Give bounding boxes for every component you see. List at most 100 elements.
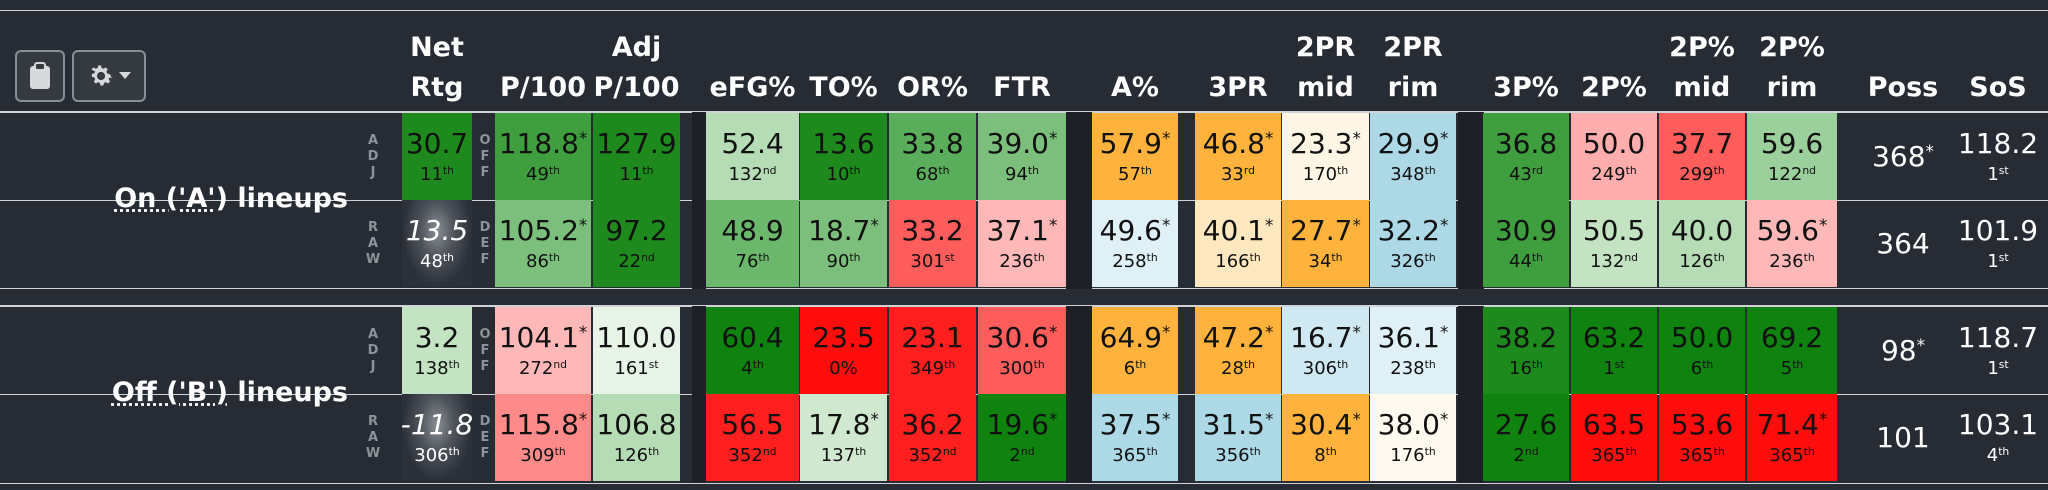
chevron-down-icon (119, 72, 131, 79)
column-header-a[interactable]: A% (1092, 18, 1178, 108)
stat-value: 37.1* (986, 213, 1058, 247)
stat-cell: 48.9 76th (706, 200, 799, 287)
stat-value: 27.7* (1290, 213, 1361, 247)
stat-cell: 23.5 0% (800, 307, 887, 394)
stat-rank: 76th (735, 250, 770, 272)
stat-rank: 236th (1769, 250, 1815, 272)
settings-dropdown-button[interactable] (72, 50, 146, 102)
stat-rank: 161st (614, 357, 659, 379)
gear-icon (91, 65, 112, 86)
sos-value: 118.2 (1957, 126, 2039, 160)
row-group-label-suffix: lineups (227, 183, 348, 214)
stat-rank: 90th (826, 250, 861, 272)
stat-cell: 69.2 5th (1747, 307, 1837, 394)
column-header-line: Rtg (410, 72, 464, 103)
stat-cell: 50.0 6th (1659, 307, 1745, 394)
column-header-line: SoS (1969, 72, 2027, 103)
stat-rank: 6th (1123, 357, 1147, 379)
stat-cell: 97.2 22nd (593, 200, 680, 287)
column-header-to[interactable]: TO% (800, 18, 887, 108)
net-rating-cell: 3.2 138th (402, 307, 472, 394)
stat-rank: 11th (619, 163, 654, 185)
stat-value: 36.2 (901, 407, 964, 441)
column-header-p100[interactable]: P/100 (495, 18, 591, 108)
stat-cell: 52.4 132nd (706, 113, 799, 200)
stat-cell: 104.1* 272nd (495, 307, 591, 394)
stat-cell: 60.4 4th (706, 307, 799, 394)
column-header-twopr-rim[interactable]: 2PR rim (1370, 18, 1456, 108)
column-header-ftr[interactable]: FTR (978, 18, 1066, 108)
column-header-line: TO% (809, 72, 878, 103)
stat-value: 50.0 (1670, 320, 1734, 354)
stat-rank: 16th (1509, 357, 1543, 379)
stat-rank: 0% (829, 357, 858, 379)
sos-cell: 118.7 1st (1948, 307, 2048, 394)
column-header-line: Adj (611, 32, 662, 63)
stat-cell: 33.8 68th (889, 113, 976, 200)
column-header-twop-rim[interactable]: 2P% rim (1747, 18, 1837, 108)
sos-cell: 118.2 1st (1948, 113, 2048, 200)
stat-rank: 301st (910, 250, 955, 272)
stat-rank: 306th (1302, 357, 1349, 379)
column-header-net-rtg[interactable]: Net Rtg (402, 18, 472, 108)
column-header-twop-mid[interactable]: 2P% mid (1659, 18, 1745, 108)
stat-rank: 5th (1780, 357, 1804, 379)
stat-rank: 137th (820, 444, 867, 466)
stat-value: 50.0 (1582, 126, 1646, 160)
column-header-poss[interactable]: Poss (1858, 18, 1948, 108)
stat-value: 23.3* (1290, 126, 1361, 160)
column-header-twopr-mid[interactable]: 2PR mid (1282, 18, 1369, 108)
stat-rank: 49th (526, 163, 560, 185)
clipboard-button[interactable] (15, 50, 65, 102)
column-header-twop[interactable]: 2P% (1571, 18, 1657, 108)
column-header-line: 3PR (1208, 72, 1268, 103)
net-rating-value: 30.7 (405, 126, 469, 160)
stat-rank: 365th (1591, 444, 1637, 466)
stat-value: 63.5 (1582, 407, 1646, 441)
stat-rank: 238th (1390, 357, 1436, 379)
stat-cell: 36.8 43rd (1483, 113, 1569, 200)
stat-value: 50.5 (1582, 213, 1646, 247)
stat-value: 16.7* (1290, 320, 1361, 354)
stat-cell: 23.1 349th (889, 307, 976, 394)
stat-rank: 365th (1769, 444, 1815, 466)
stat-rank: 86th (526, 250, 560, 272)
net-rating-cell: 13.5 48th (402, 200, 472, 287)
column-header-threepr[interactable]: 3PR (1195, 18, 1281, 108)
stat-rank: 365th (1112, 444, 1158, 466)
net-rating-rank: 138th (414, 357, 460, 379)
column-header-line: 2P% (1759, 32, 1825, 63)
column-header-sos[interactable]: SoS (1948, 18, 2048, 108)
net-rating-rank: 306th (414, 444, 460, 466)
net-rating-rank: 48th (420, 250, 454, 272)
stat-value: 52.4 (721, 126, 784, 160)
stat-cell: 37.7 299th (1659, 113, 1745, 200)
row-group-label-name[interactable]: Off ('B') (111, 377, 228, 408)
stat-rank: 6th (1690, 357, 1714, 379)
stat-rank: 166th (1215, 250, 1261, 272)
column-header-threep[interactable]: 3P% (1483, 18, 1569, 108)
column-header-line: mid (1673, 72, 1731, 103)
stat-value: 32.2* (1377, 213, 1449, 247)
stat-cell: 118.8* 49th (495, 113, 591, 200)
divider-line (0, 111, 2048, 113)
stat-cell: 29.9* 348th (1370, 113, 1456, 200)
stat-rank: 352nd (908, 444, 957, 466)
stat-value: 37.5* (1099, 407, 1171, 441)
stat-rank: 10th (826, 163, 861, 185)
column-header-efg[interactable]: eFG% (706, 18, 799, 108)
stat-rank: 2nd (1009, 444, 1035, 466)
column-header-line (538, 28, 547, 68)
net-rating-value: 3.2 (414, 320, 460, 354)
column-header-line: OR% (897, 72, 968, 103)
stat-value: 38.0* (1377, 407, 1449, 441)
column-header-or[interactable]: OR% (889, 18, 976, 108)
stat-value: 105.2* (498, 213, 588, 247)
column-header-adj-p100[interactable]: Adj P/100 (593, 18, 680, 108)
stat-cell: 57.9* 57th (1092, 113, 1178, 200)
row-group-label-name[interactable]: On ('A') (114, 183, 228, 214)
column-header-line (1993, 28, 2002, 68)
